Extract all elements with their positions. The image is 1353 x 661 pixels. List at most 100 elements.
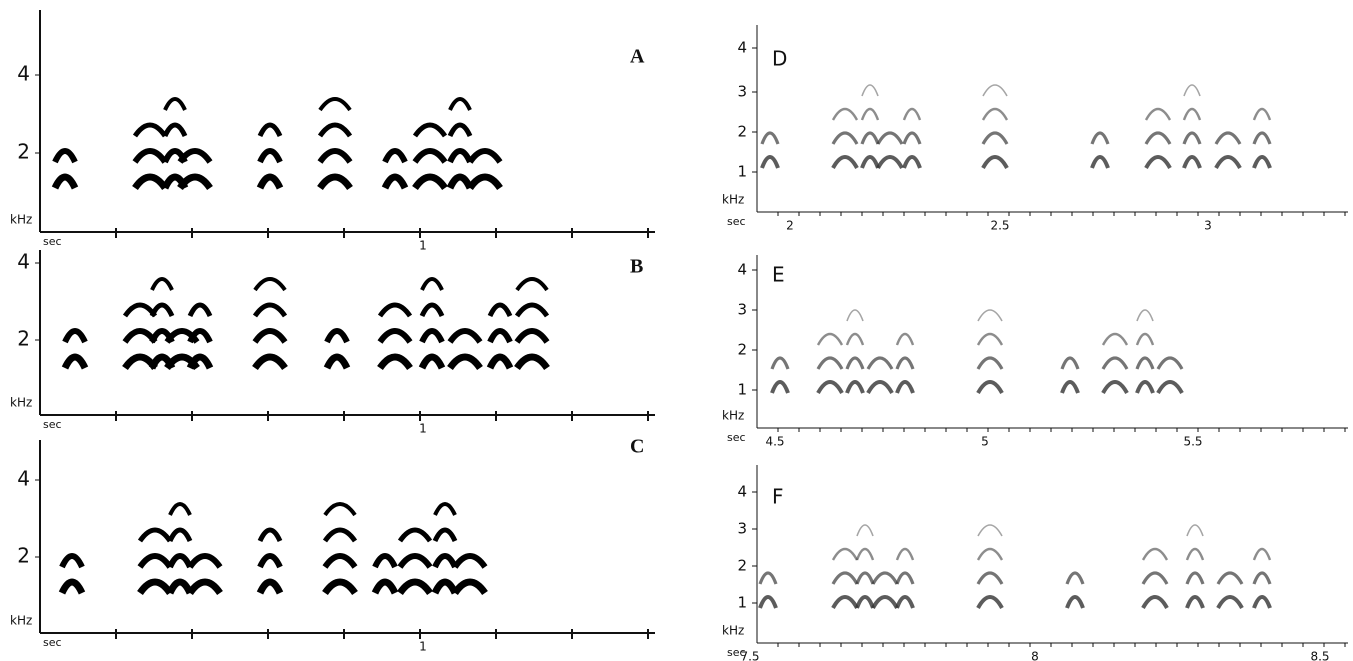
syllable [855, 595, 875, 609]
syllable [256, 173, 284, 190]
syllable [252, 302, 288, 318]
syllable [252, 353, 288, 371]
syllable [58, 578, 86, 595]
syllable [1156, 380, 1184, 395]
syllable [59, 553, 85, 569]
x-unit: sec [43, 235, 62, 248]
syllable [770, 380, 790, 394]
syllable [976, 571, 1004, 585]
syllable [397, 553, 433, 569]
x-tick-label: 5 [981, 435, 989, 449]
syllable [895, 332, 915, 346]
syllable [51, 173, 79, 190]
y-tick-label: 1 [737, 594, 747, 612]
y-tick-label: 4 [17, 62, 30, 86]
syllable [377, 302, 413, 318]
syllable [1186, 524, 1204, 537]
syllable [895, 356, 915, 370]
syllable [860, 107, 880, 121]
syllable [61, 353, 89, 370]
syllable [162, 122, 188, 138]
syllable [52, 148, 78, 164]
syllable [871, 571, 899, 585]
syllable [1185, 547, 1205, 561]
syllable [1252, 131, 1272, 145]
syllable [452, 578, 488, 596]
syllable [895, 571, 915, 585]
syllable [257, 553, 283, 569]
syllable [187, 302, 213, 318]
syllable [317, 122, 353, 138]
syllable [132, 148, 168, 164]
x-tick-label: 1 [419, 640, 427, 654]
syllable [447, 148, 473, 164]
x-unit: sec [727, 431, 746, 444]
syllable [381, 173, 409, 190]
x-tick-label: 2.5 [990, 219, 1009, 233]
syllable [871, 595, 899, 610]
syllable [760, 131, 780, 145]
syllable [167, 527, 193, 543]
syllable [132, 122, 168, 138]
syllable [977, 524, 1003, 537]
syllable [467, 173, 503, 191]
syllable [167, 553, 193, 569]
syllable [418, 353, 446, 370]
x-tick-label: 1 [419, 422, 427, 436]
syllable [831, 131, 859, 145]
syllable [846, 309, 864, 322]
syllable [446, 173, 474, 190]
syllable [412, 148, 448, 164]
syllable [62, 328, 88, 344]
y-tick-label: 4 [737, 261, 747, 279]
syllable [1060, 380, 1080, 394]
syllable [432, 553, 458, 569]
syllable [1090, 155, 1110, 169]
syllable [1216, 595, 1244, 610]
syllable [1185, 571, 1205, 585]
syllable [486, 353, 514, 370]
syllable [323, 353, 351, 370]
y-unit: kHz [10, 213, 32, 227]
syllable [1136, 309, 1154, 322]
syllable [431, 578, 459, 595]
x-unit: sec [43, 418, 62, 431]
syllable [372, 553, 398, 569]
syllable [187, 328, 213, 344]
syllable [831, 547, 859, 561]
y-tick-label: 2 [17, 544, 30, 568]
syllable [876, 155, 904, 170]
syllable [831, 571, 859, 585]
syllable [447, 353, 483, 371]
syllable [515, 277, 549, 292]
syllable [420, 277, 444, 291]
syllable [487, 328, 513, 344]
syllable [977, 309, 1003, 322]
syllable [902, 107, 922, 121]
syllable [324, 328, 350, 344]
panel-label: A [630, 46, 645, 68]
syllable [149, 302, 175, 318]
y-tick-label: 2 [737, 341, 747, 359]
syllable [257, 527, 283, 543]
syllable [902, 131, 922, 145]
syllable [1135, 356, 1155, 370]
syllable [895, 595, 915, 609]
syllable [758, 571, 778, 585]
x-unit: sec [43, 636, 62, 649]
syllable [1101, 332, 1129, 346]
y-unit: kHz [722, 409, 744, 423]
syllable [448, 97, 472, 111]
syllable [382, 148, 408, 164]
syllable [1252, 155, 1272, 169]
x-tick-label: 8 [1031, 650, 1039, 661]
syllable [895, 547, 915, 561]
x-tick-label: 7.5 [740, 650, 759, 661]
syllable [1216, 571, 1244, 585]
x-tick-label: 2 [786, 219, 794, 233]
syllable [166, 578, 194, 595]
syllable [860, 131, 880, 145]
syllable [1141, 547, 1169, 561]
syllable [187, 578, 223, 596]
y-tick-label: 4 [737, 39, 747, 57]
